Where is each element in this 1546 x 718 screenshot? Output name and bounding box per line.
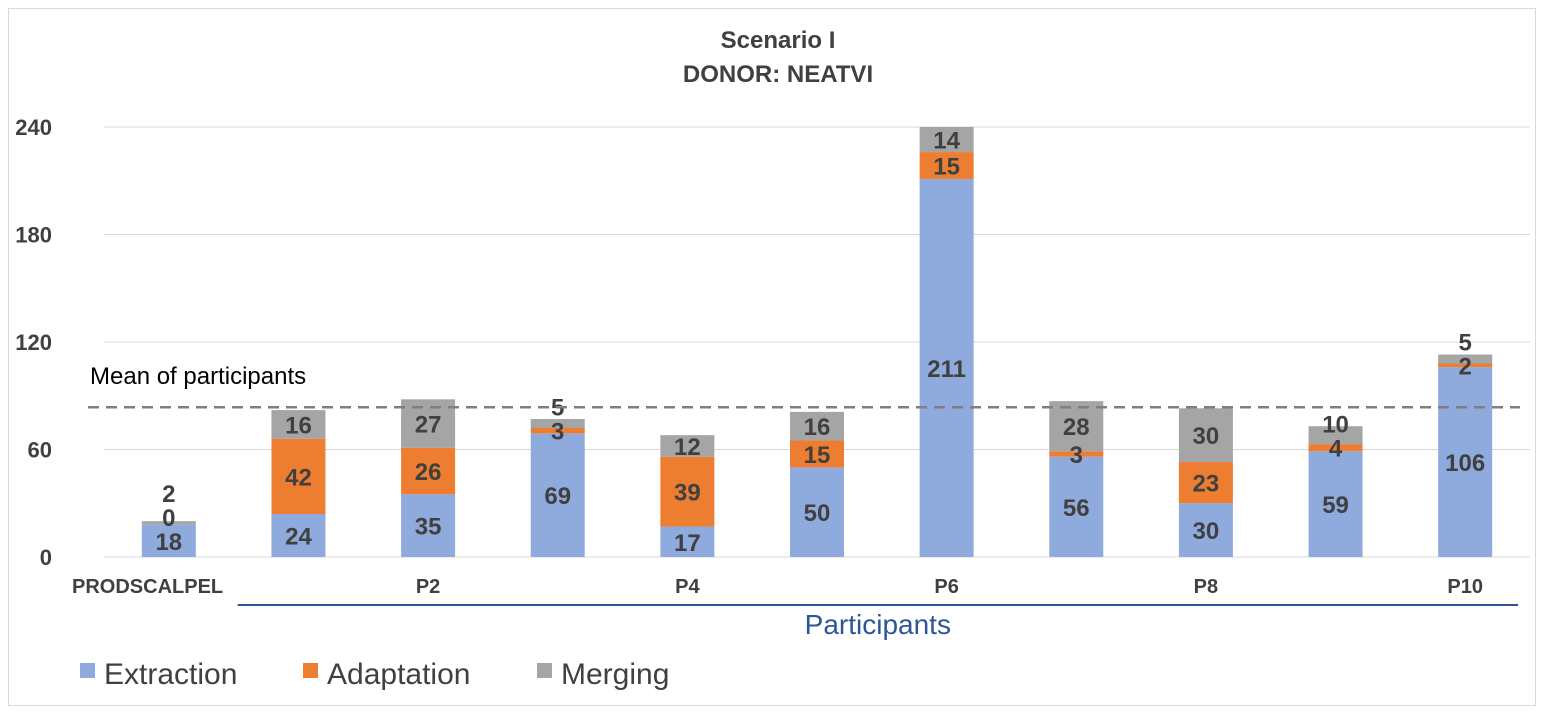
data-label-extraction: 24 (285, 524, 312, 551)
bar-segment-merging (530, 419, 585, 428)
data-label-adaptation: 3 (1070, 442, 1083, 469)
bar-segment-extraction (141, 524, 196, 557)
bar-segment-extraction (1438, 367, 1493, 557)
data-label-adaptation: 2 (1459, 353, 1472, 380)
data-label-extraction: 69 (544, 483, 571, 510)
legend-label-merging: Merging (561, 658, 669, 691)
bar-segment-extraction (271, 514, 326, 557)
bar-segment-extraction (401, 494, 456, 557)
data-label-adaptation: 26 (415, 459, 442, 486)
data-label-merging: 16 (285, 412, 312, 439)
x-tick-label: P4 (675, 576, 700, 598)
data-label-extraction: 50 (804, 500, 831, 527)
bar-segment-merging (271, 410, 326, 439)
data-label-adaptation: 3 (551, 419, 564, 446)
y-tick-label: 0 (40, 545, 52, 570)
bar-segment-adaptation (1308, 444, 1363, 452)
x-tick-label: P2 (416, 576, 440, 598)
bar-segment-merging (660, 435, 715, 457)
bar-segment-adaptation (790, 440, 844, 468)
data-label-merging: 14 (933, 128, 960, 155)
mean-line-label: Mean of participants (90, 363, 306, 390)
y-tick-label: 240 (15, 115, 52, 140)
data-label-extraction: 35 (415, 514, 442, 541)
mean-line-group: Mean of participants (88, 363, 1520, 409)
x-tick-label: PRODSCALPEL (72, 576, 223, 598)
bar-segment-adaptation (401, 447, 456, 495)
bar-segment-adaptation (1178, 462, 1233, 504)
gridlines (104, 126, 1530, 558)
data-label-merging: 30 (1193, 423, 1220, 450)
data-label-extraction: 18 (155, 529, 182, 556)
bar-segment-adaptation (530, 428, 585, 434)
y-axis: 0 60 120 180 240 (15, 115, 52, 570)
data-label-merging: 27 (415, 412, 442, 439)
legend-swatch-merging (537, 663, 552, 678)
chart-frame (8, 8, 1536, 706)
bar-segment-merging (1308, 426, 1363, 445)
participants-label: Participants (805, 609, 951, 640)
data-label-extraction: 106 (1445, 450, 1485, 477)
bar-segment-extraction (1049, 456, 1104, 557)
data-label-adaptation: 23 (1193, 471, 1220, 498)
bar-segment-adaptation (660, 456, 715, 527)
bar-segment-merging (790, 411, 844, 441)
data-label-adaptation: 0 (162, 505, 175, 532)
chart-title: Scenario I (721, 27, 836, 54)
bar-segment-extraction (790, 467, 844, 557)
bar-segment-extraction (919, 178, 974, 558)
chart-subtitle: DONOR: NEATVI (683, 61, 873, 88)
legend: Extraction Adaptation Merging (80, 658, 669, 691)
legend-swatch-adaptation (303, 663, 318, 678)
data-label-extraction: 211 (927, 356, 966, 383)
bar-segment-adaptation (1049, 451, 1104, 457)
legend-label-adaptation: Adaptation (327, 658, 470, 691)
data-label-merging: 5 (1459, 329, 1472, 356)
x-axis: PRODSCALPEL P2 P4 P6 P8 P10 (72, 576, 1483, 598)
data-label-merging: 28 (1063, 414, 1090, 441)
bar-segment-extraction (1308, 451, 1363, 557)
x-tick-label: P8 (1194, 576, 1218, 598)
bar-segment-extraction (1178, 503, 1233, 557)
data-label-extraction: 56 (1063, 495, 1090, 522)
y-tick-label: 180 (15, 223, 52, 248)
data-label-merging: 2 (162, 481, 175, 508)
data-label-adaptation: 15 (804, 442, 831, 469)
bar-segment-merging (1438, 354, 1493, 364)
data-label-extraction: 17 (674, 530, 701, 557)
data-label-merging: 16 (804, 414, 831, 441)
bar-segment-merging (919, 127, 974, 153)
participants-bracket: Participants (237, 604, 1518, 640)
bar-segment-merging (401, 399, 456, 448)
x-tick-label: P6 (934, 576, 958, 598)
data-label-adaptation: 39 (674, 480, 701, 507)
bar-segment-adaptation (271, 438, 326, 514)
data-label-adaptation: 42 (285, 464, 312, 491)
bar-segment-extraction (530, 433, 585, 557)
data-label-adaptation: 4 (1329, 436, 1343, 463)
x-tick-label: P10 (1447, 576, 1483, 598)
y-tick-label: 120 (15, 330, 52, 355)
data-label-extraction: 30 (1193, 518, 1220, 545)
bar-segment-adaptation (919, 152, 974, 179)
data-label-adaptation: 15 (933, 154, 960, 181)
y-tick-label: 60 (28, 438, 52, 463)
bar-segment-merging (1049, 401, 1104, 452)
data-label-merging: 12 (674, 434, 701, 461)
bar-segment-merging (1178, 408, 1233, 463)
bar-segment-extraction (660, 526, 715, 557)
legend-label-extraction: Extraction (104, 658, 237, 691)
data-label-extraction: 59 (1322, 492, 1349, 519)
legend-swatch-extraction (80, 663, 95, 678)
bars: 1802244216352627693517391250151621115145… (141, 127, 1493, 558)
bar-segment-merging (141, 521, 196, 525)
data-label-merging: 10 (1322, 412, 1349, 439)
bar-segment-adaptation (1438, 363, 1493, 368)
